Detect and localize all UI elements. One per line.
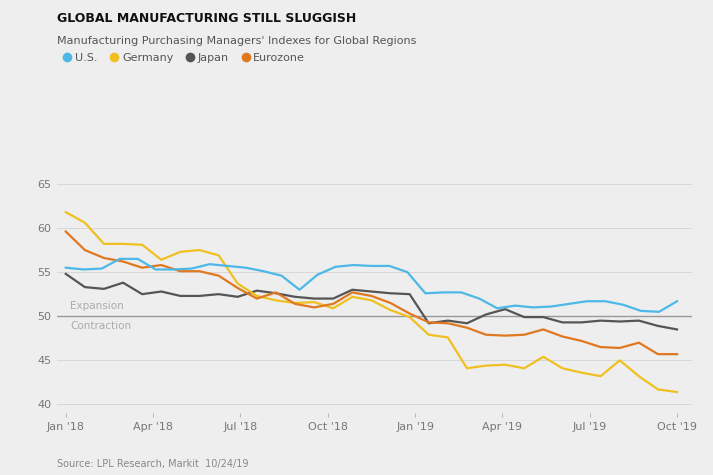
Text: Source: LPL Research, Markit  10/24/19: Source: LPL Research, Markit 10/24/19 — [57, 459, 249, 469]
Legend: U.S., Germany, Japan, Eurozone: U.S., Germany, Japan, Eurozone — [59, 48, 309, 67]
Text: Expansion: Expansion — [70, 301, 124, 312]
Text: Contraction: Contraction — [70, 321, 131, 331]
Text: Manufacturing Purchasing Managers' Indexes for Global Regions: Manufacturing Purchasing Managers' Index… — [57, 36, 416, 46]
Text: GLOBAL MANUFACTURING STILL SLUGGISH: GLOBAL MANUFACTURING STILL SLUGGISH — [57, 12, 356, 25]
